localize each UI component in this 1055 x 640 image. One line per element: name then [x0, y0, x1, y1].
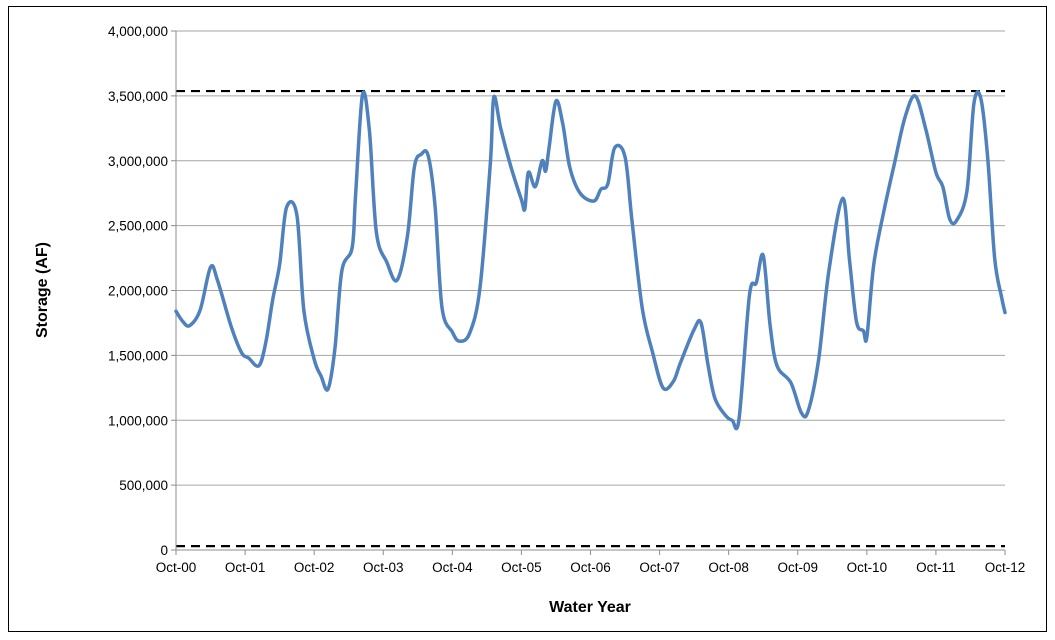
- x-tick-label: Oct-11: [916, 560, 956, 575]
- y-tick-label: 3,500,000: [108, 89, 168, 104]
- y-tick-label: 4,000,000: [108, 24, 168, 39]
- series-layer: [174, 90, 1007, 431]
- x-tick-label: Oct-01: [225, 560, 266, 575]
- x-tick-label: Oct-10: [847, 560, 888, 575]
- y-axis-title: Storage (AF): [34, 242, 51, 338]
- x-tick-labels: Oct-00 Oct-01 Oct-02 Oct-03 Oct-04 Oct-05 Oct-…: [156, 560, 1026, 575]
- x-axis-title: Water Year: [549, 599, 631, 616]
- x-tick-label: Oct-04: [432, 560, 473, 575]
- y-tick-label: 2,000,000: [108, 284, 168, 299]
- axes: [171, 30, 1006, 555]
- y-tick-label: 1,500,000: [108, 348, 168, 363]
- x-tick-label: Oct-06: [570, 560, 611, 575]
- gridlines: [176, 30, 1005, 486]
- y-tick-label: 3,000,000: [108, 154, 168, 169]
- y-tick-labels: 0 500,000 1,000,000 1,500,000 2,000,000 2,500…: [108, 24, 168, 558]
- y-tick-label: 1,000,000: [108, 413, 168, 428]
- x-tick-label: Oct-12: [985, 560, 1026, 575]
- y-tick-label: 500,000: [119, 478, 168, 493]
- x-tick-label: Oct-08: [708, 560, 749, 575]
- y-tick-label: 2,500,000: [108, 219, 168, 234]
- reference-lines: [176, 89, 1005, 548]
- x-tick-label: Oct-09: [777, 560, 818, 575]
- x-tick-label: Oct-03: [363, 560, 404, 575]
- storage-series-line: [174, 90, 1007, 431]
- y-tick-label: 0: [160, 543, 168, 558]
- x-tick-label: Oct-02: [294, 560, 335, 575]
- x-tick-label: Oct-00: [156, 560, 197, 575]
- x-tick-label: Oct-07: [639, 560, 680, 575]
- x-tick-label: Oct-05: [501, 560, 542, 575]
